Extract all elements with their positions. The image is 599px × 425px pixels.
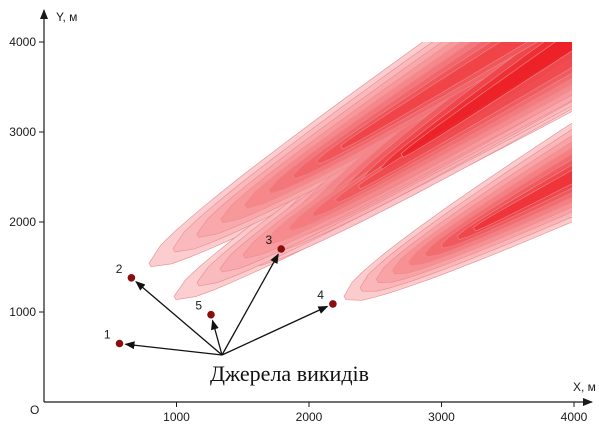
x-axis-title: X, м bbox=[573, 380, 596, 394]
emission-source-label: 3 bbox=[266, 233, 273, 247]
source-arrows bbox=[124, 253, 329, 356]
contour-band bbox=[400, 42, 572, 158]
origin-label: O bbox=[30, 403, 39, 417]
emission-source-marker bbox=[127, 274, 136, 282]
emission-source-marker bbox=[207, 310, 215, 319]
emission-source-label: 2 bbox=[116, 262, 123, 276]
emission-sources: 1 2 3 4 5 bbox=[104, 233, 337, 348]
emission-source-marker bbox=[115, 339, 124, 348]
source-arrow bbox=[221, 253, 279, 356]
concentration-contour-plot bbox=[148, 42, 572, 301]
emission-source-marker bbox=[329, 300, 337, 308]
sources-caption: Джерела викидів bbox=[210, 361, 369, 386]
x-tick-label: 4000 bbox=[561, 410, 588, 424]
x-tick-label: 1000 bbox=[163, 410, 190, 424]
x-tick-label: 2000 bbox=[296, 410, 323, 424]
y-tick-label: 3000 bbox=[9, 125, 36, 139]
source-arrow bbox=[135, 281, 223, 356]
source-arrow bbox=[124, 341, 223, 356]
contour-band bbox=[473, 122, 572, 232]
source-arrow bbox=[211, 319, 223, 356]
y-axis-title: Y, м bbox=[56, 10, 77, 24]
contour-band bbox=[340, 42, 572, 150]
emission-source-marker bbox=[277, 245, 286, 253]
y-tick-label: 4000 bbox=[9, 35, 36, 49]
y-tick-label: 2000 bbox=[9, 215, 36, 229]
x-tick-label: 3000 bbox=[428, 410, 455, 424]
axis-ticks: 1000 2000 3000 4000 1000 2000 3000 4000 bbox=[9, 35, 587, 424]
emission-source-label: 1 bbox=[104, 328, 111, 342]
emission-source-label: 5 bbox=[195, 299, 202, 313]
source-arrow bbox=[221, 305, 329, 356]
y-tick-label: 1000 bbox=[9, 305, 36, 319]
emission-source-label: 4 bbox=[317, 288, 324, 302]
